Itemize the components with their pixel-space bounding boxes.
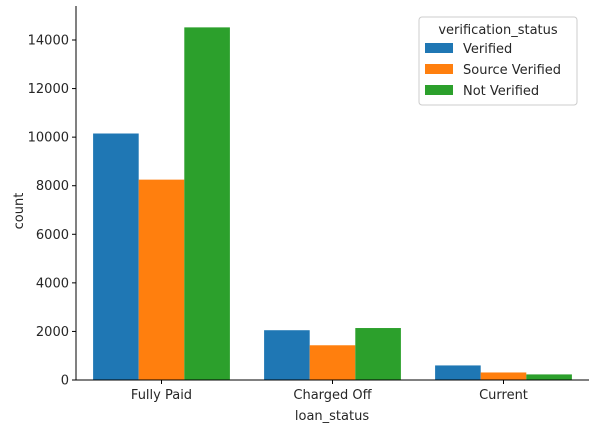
bar: [435, 365, 481, 380]
bar: [309, 345, 356, 380]
legend-entry-label: Source Verified: [463, 63, 561, 78]
legend-title: verification_status: [438, 23, 558, 38]
legend-entry-label: Verified: [463, 42, 512, 57]
legend: verification_status Verified Source Verif…: [418, 16, 578, 106]
bars-group: [93, 27, 572, 381]
bar: [480, 372, 527, 380]
bar: [138, 179, 185, 380]
y-tick-label: 8000: [36, 179, 69, 194]
axes-group: 0 2000 4000 6000 8000 10000 12000 14000 Fully Pa…: [28, 6, 589, 403]
y-axis-label: count: [12, 193, 27, 230]
x-axis-label: loan_status: [295, 409, 369, 424]
bar: [184, 27, 230, 381]
legend-swatch: [425, 64, 453, 74]
legend-entry-label: Not Verified: [463, 84, 539, 99]
y-tick-label: 10000: [28, 131, 69, 146]
y-tick-label: 14000: [28, 34, 69, 49]
bar: [93, 133, 139, 380]
legend-swatch: [425, 43, 453, 53]
x-tick-label: Fully Paid: [131, 388, 192, 403]
legend-swatch: [425, 85, 453, 95]
x-tick-label: Current: [479, 388, 528, 403]
y-tick-label: 0: [61, 374, 69, 389]
y-tick-label: 2000: [36, 325, 69, 340]
y-tick-label: 4000: [36, 276, 69, 291]
bar: [526, 374, 572, 380]
x-tick-label: Charged Off: [293, 388, 372, 403]
bar: [355, 328, 401, 380]
legend-frame: [418, 16, 578, 106]
bar: [264, 330, 310, 380]
y-tick-label: 6000: [36, 228, 69, 243]
y-tick-label: 12000: [28, 82, 69, 97]
